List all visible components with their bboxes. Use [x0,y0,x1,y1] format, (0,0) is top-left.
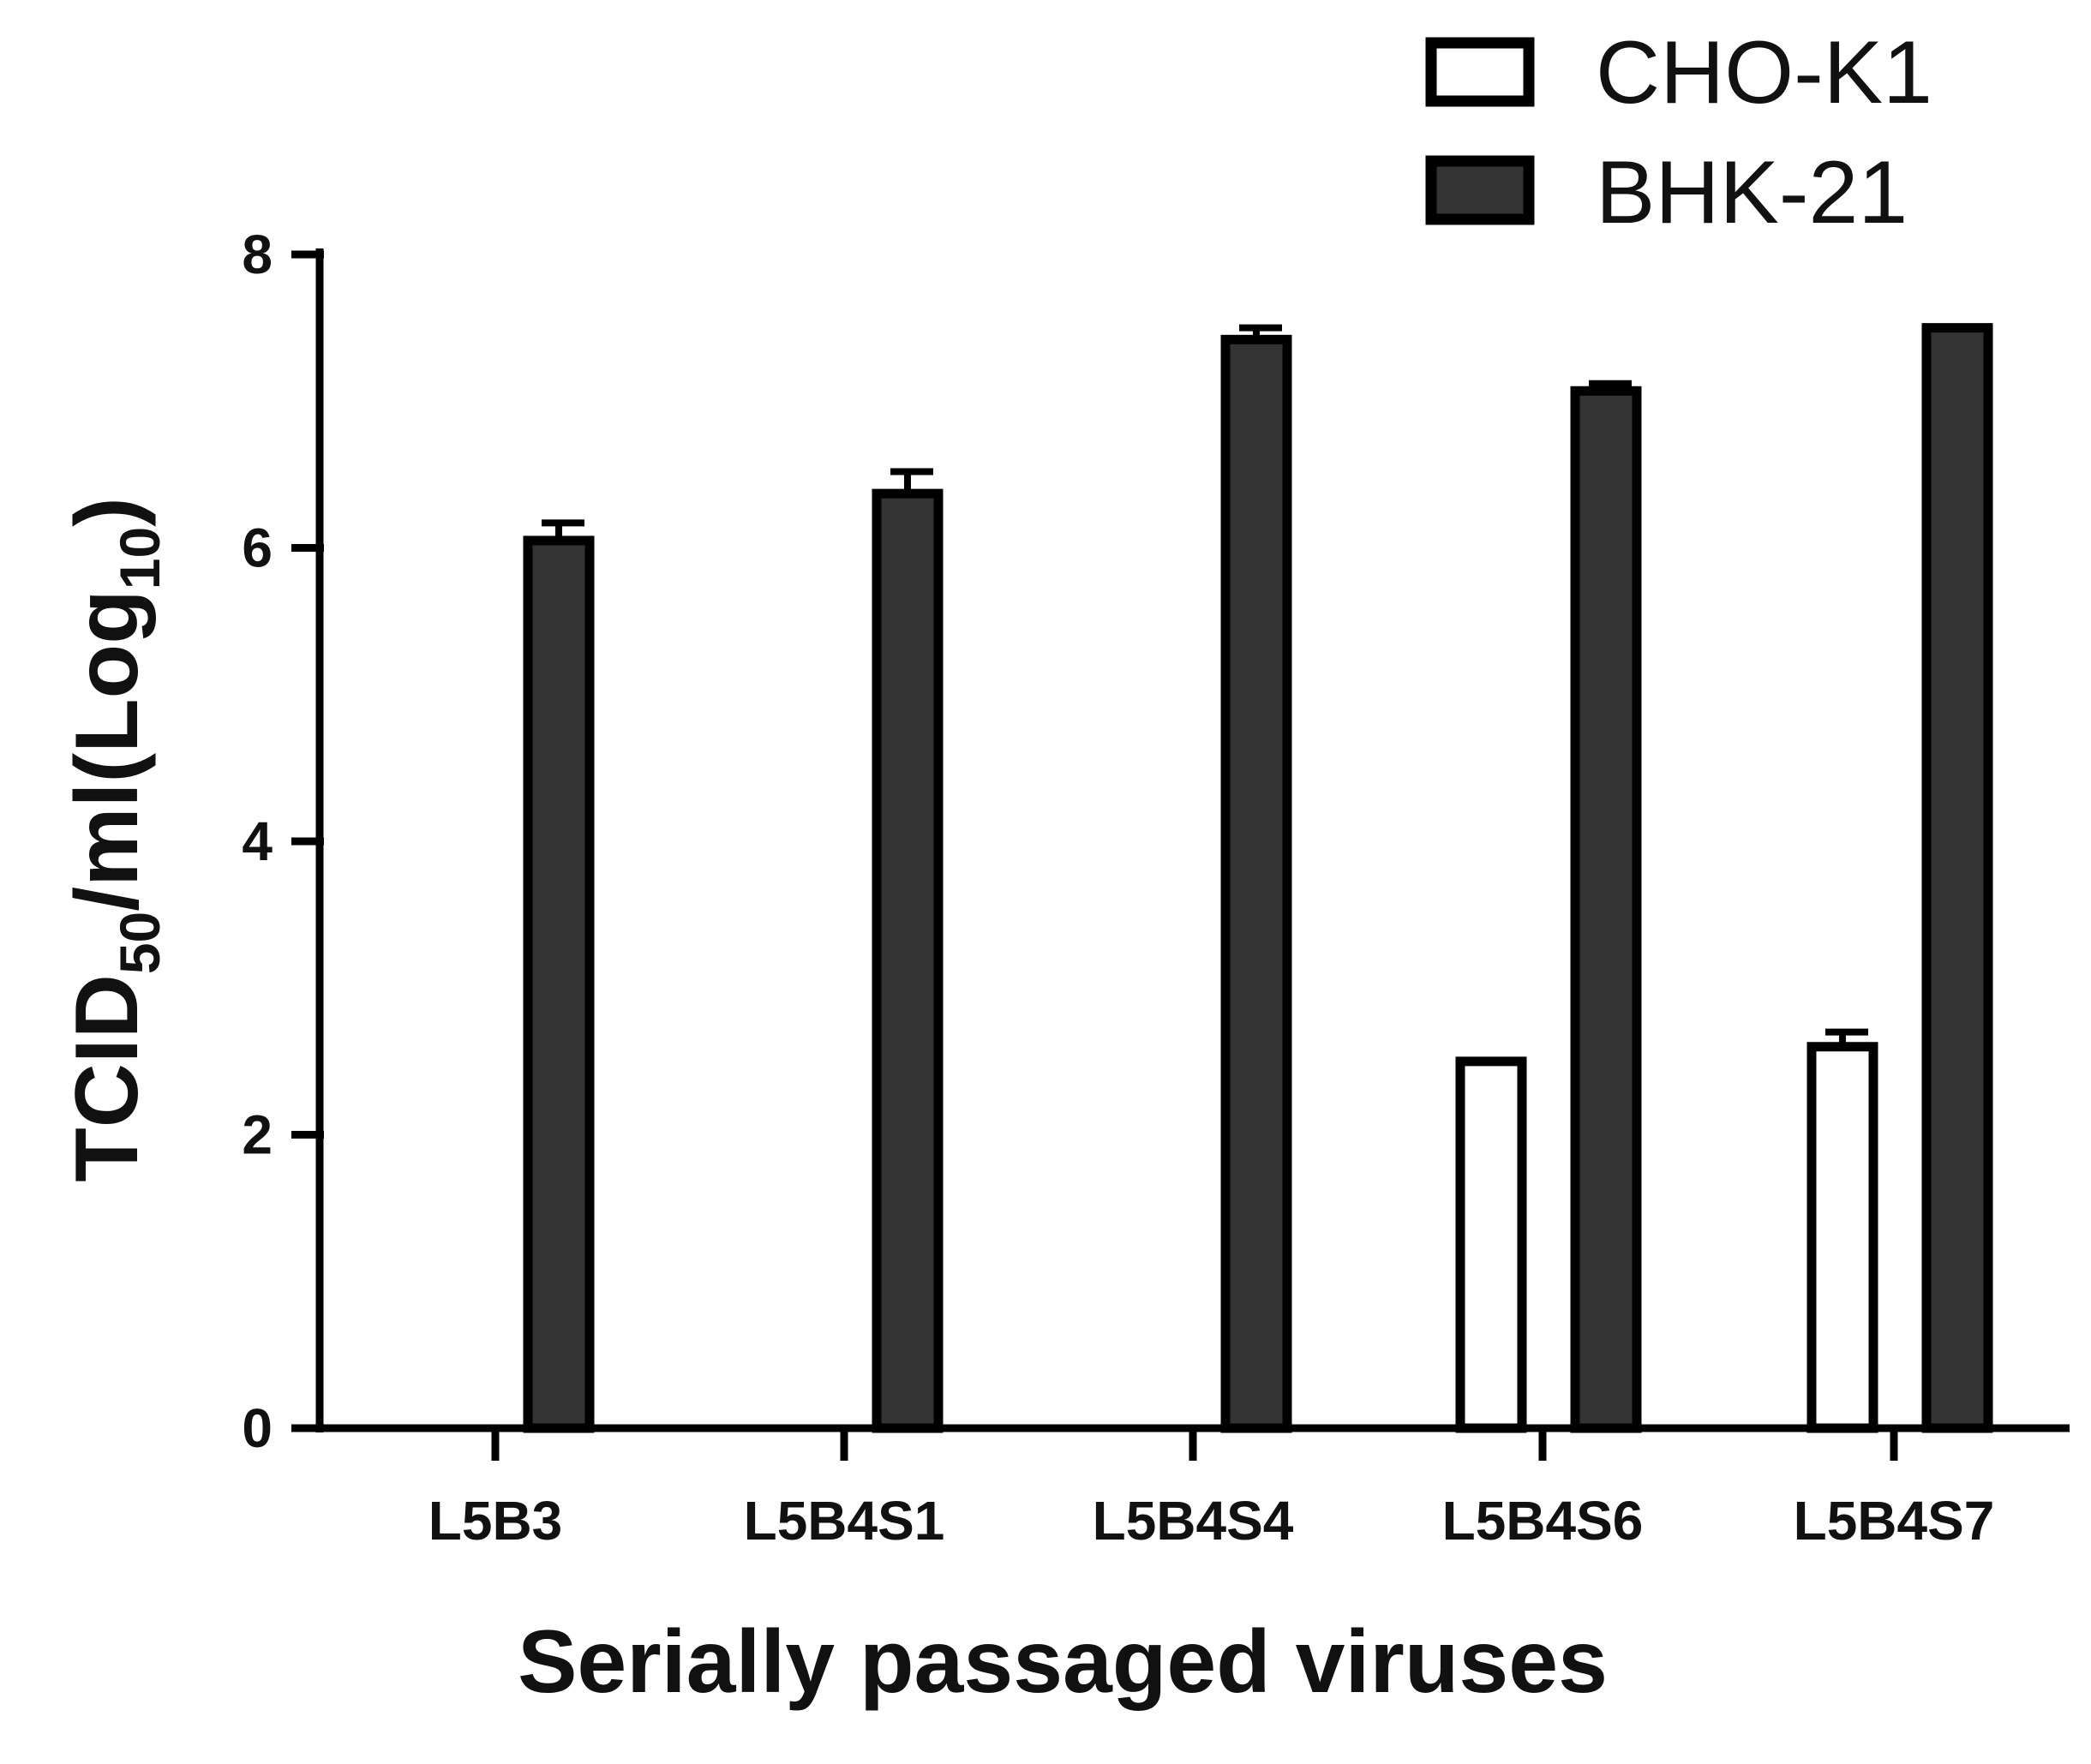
x-tick-label-l5b4s7: L5B4S7 [1794,1490,1995,1552]
y-title-subscript-1: 50 [108,912,171,974]
legend-label-bhk-21: BHK-21 [1596,143,1908,242]
legend-label-cho-k1: CHO-K1 [1596,23,1932,123]
axes: 0 2 4 6 8 L5B3 L5B4S1 L5B4S4 L5B4S6 L5B4S7 [242,224,2070,1552]
legend: CHO-K1 BHK-21 [1425,23,1932,242]
error-bar-bhk-21-l5b4s4 [1239,324,1282,340]
bar-bhk-21-l5b4s6 [1570,386,1642,1433]
y-title-part-3: ) [57,497,157,527]
y-tick-label-0: 0 [242,1397,273,1459]
legend-swatch-bhk-21 [1425,155,1535,225]
y-title-subscript-2: 10 [108,527,171,589]
y-title-part-2: /ml(Log [57,589,157,911]
error-bars [542,324,1868,1047]
x-tick-label-l5b4s6: L5B4S6 [1442,1490,1644,1552]
error-bar-bhk-21-l5b4s6 [1589,380,1632,392]
error-bar-cho-k1-l5b4s7 [1825,1028,1868,1047]
y-tick-label-4: 4 [242,810,273,872]
error-bar-bhk-21-l5b4s1 [890,468,933,494]
bar-cho-k1-l5b4s6 [1455,1056,1527,1433]
y-ticks: 0 2 4 6 8 [242,224,324,1459]
error-bar-bhk-21-l5b3 [542,519,584,541]
y-tick-label-6: 6 [242,517,273,579]
legend-swatch-cho-k1 [1425,37,1535,107]
y-title-part-1: TCID [57,974,157,1182]
y-tick-label-2: 2 [242,1104,273,1166]
x-ticks: L5B3 L5B4S1 L5B4S4 L5B4S6 L5B4S7 [428,1428,1995,1552]
bars [523,323,1993,1433]
bar-bhk-21-l5b4s1 [872,488,944,1433]
bar-bhk-21-l5b4s7 [1921,323,1993,1433]
x-axis-title: Serially passaged viruses [518,1612,1608,1712]
bar-cho-k1-l5b4s7 [1806,1042,1878,1433]
x-tick-label-l5b3: L5B3 [428,1490,563,1552]
y-axis-title: TCID50/ml(Log10) [57,497,171,1182]
bar-bhk-21-l5b3 [523,535,595,1433]
x-tick-label-l5b4s1: L5B4S1 [744,1490,945,1552]
y-tick-label-8: 8 [242,224,273,285]
bar-bhk-21-l5b4s4 [1220,334,1292,1433]
x-tick-label-l5b4s4: L5B4S4 [1093,1490,1294,1552]
